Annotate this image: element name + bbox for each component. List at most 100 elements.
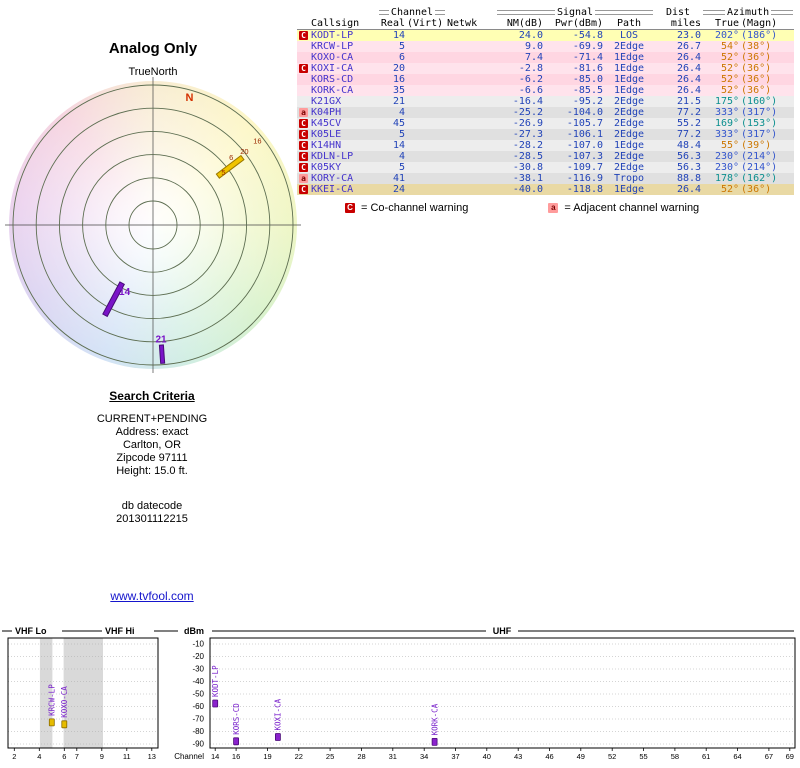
group-spacer (297, 7, 378, 18)
cell-virt-channel (406, 184, 446, 195)
cell-azimuth-true: 178° (714, 173, 740, 184)
divider (595, 10, 654, 15)
channel-tick-label: 19 (263, 752, 271, 761)
polar-marker-label: 6 (229, 153, 233, 162)
cell-real-channel: 4 (398, 107, 405, 118)
station-marker (431, 738, 438, 746)
col-nm: NM(dB) (496, 18, 544, 30)
cell-virt-channel (406, 74, 446, 85)
co-channel-legend-text: = Co-channel warning (361, 202, 469, 214)
divider (703, 10, 725, 15)
cell-azimuth-true: 230° (714, 162, 740, 173)
cell-callsign[interactable]: KKEI-CA (311, 184, 354, 195)
cell-nm-db: -2.8 (518, 63, 543, 74)
cell-callsign[interactable]: KORS-CD (311, 74, 354, 85)
tvfool-link[interactable]: www.tvfool.com (110, 589, 194, 603)
polar-marker-bar (215, 154, 245, 179)
divider (771, 10, 794, 15)
cell-network (446, 140, 496, 151)
cell-callsign[interactable]: KOXI-CA (311, 63, 354, 74)
cell-pwr-dbm: -85.0 (572, 74, 603, 85)
cell-nm-db: -28.5 (512, 151, 543, 162)
uhf-plot-box (209, 637, 796, 749)
cell-azimuth-magn: (39°) (741, 140, 772, 151)
cell-miles: 23.0 (676, 30, 702, 41)
cell-path: 2Edge (613, 107, 645, 118)
cell-nm-db: -26.9 (512, 118, 543, 129)
cell-miles: 56.3 (676, 151, 702, 162)
station-label: KORS-CD (232, 703, 241, 735)
cell-miles: 88.8 (676, 173, 702, 184)
cell-flag: C (297, 140, 310, 151)
cell-nm-db: 9.0 (524, 41, 543, 52)
cell-callsign[interactable]: K45CV (311, 118, 342, 129)
station-marker (48, 718, 55, 727)
dbm-axis-label: dBm (184, 626, 204, 636)
cell-pwr-dbm: -69.9 (572, 41, 603, 52)
range-ring (12, 84, 294, 366)
channel-tick-label: 9 (100, 752, 104, 761)
cell-virt-channel (406, 107, 446, 118)
polar-plot: 56 20 16 14 21 N (5, 77, 301, 373)
station-label: KODT-LP (211, 665, 220, 697)
cell-azimuth-magn: (153°) (741, 118, 778, 129)
cell-miles: 26.4 (676, 85, 702, 96)
cell-nm-db: -30.8 (512, 162, 543, 173)
cell-callsign[interactable]: K05LE (311, 129, 342, 140)
cell-nm-db: -40.0 (512, 184, 543, 195)
polar-marker-label: N (186, 92, 194, 104)
cell-callsign[interactable]: KOXO-CA (311, 52, 354, 63)
dbm-tick-label: -50 (192, 690, 204, 699)
range-ring (82, 154, 224, 296)
cell-miles: 56.3 (676, 162, 702, 173)
cell-flag: a (297, 107, 310, 118)
co-channel-flag-icon: C (299, 118, 308, 128)
cell-callsign[interactable]: K21GX (311, 96, 342, 107)
cell-callsign[interactable]: KRCW-LP (311, 41, 354, 52)
cell-pwr-dbm: -106.1 (566, 129, 603, 140)
vhf-hi-label: VHF Hi (105, 626, 135, 636)
cell-miles: 26.7 (676, 41, 702, 52)
cell-callsign[interactable]: KODT-LP (311, 30, 354, 41)
dbm-tick-label: -20 (192, 652, 204, 661)
cell-azimuth-true: 333° (714, 129, 740, 140)
warning-legend: C = Co-channel warning a = Adjacent chan… (345, 202, 699, 214)
col-pwr: Pwr(dBm) (544, 18, 604, 30)
cell-callsign[interactable]: KORK-CA (311, 85, 354, 96)
co-channel-legend: C = Co-channel warning (345, 202, 468, 214)
cell-network (446, 85, 496, 96)
cell-nm-db: -27.3 (512, 129, 543, 140)
table-row: C KODT-LP 14 24.0 -54.8 LOS 23.0 202° (186°) (297, 29, 795, 42)
criteria-zipcode: Zipcode 97111 (116, 452, 188, 464)
cell-azimuth-magn: (317°) (741, 107, 778, 118)
cell-nm-db: -38.1 (512, 173, 543, 184)
cell-callsign[interactable]: K14HN (311, 140, 342, 151)
cell-miles: 77.2 (676, 107, 702, 118)
cell-miles: 26.4 (676, 63, 702, 74)
cell-virt-channel (406, 63, 446, 74)
cell-callsign[interactable]: K04PH (311, 107, 342, 118)
group-signal-label: Signal (556, 7, 594, 18)
cell-callsign[interactable]: KDLN-LP (311, 151, 354, 162)
cell-miles: 77.2 (676, 129, 702, 140)
cell-network (446, 30, 496, 42)
cell-miles: 26.4 (676, 52, 702, 63)
channel-tick-label: 52 (608, 752, 616, 761)
criteria-city: Carlton, OR (122, 439, 182, 451)
adjacent-channel-flag-icon: a (548, 203, 559, 213)
cell-callsign[interactable]: K05KY (311, 162, 342, 173)
cell-flag: C (297, 63, 310, 74)
polar-marker-label: 16 (253, 136, 261, 145)
cell-path: Tropo (613, 173, 645, 184)
cell-pwr-dbm: -105.7 (566, 118, 603, 129)
cell-path: 1Edge (613, 85, 645, 96)
table-column-header: Callsign Real (Virt) Netwk NM(dB) Pwr(dB… (297, 18, 795, 30)
cell-miles: 48.4 (676, 140, 702, 151)
col-path: Path (604, 18, 655, 30)
cell-azimuth-magn: (186°) (741, 30, 778, 41)
cell-callsign[interactable]: KORY-CA (311, 173, 354, 184)
station-marker (233, 737, 240, 746)
cell-network (446, 41, 496, 52)
criteria-mode: CURRENT+PENDING (96, 413, 208, 425)
db-datecode-value: 201301112215 (116, 513, 188, 525)
